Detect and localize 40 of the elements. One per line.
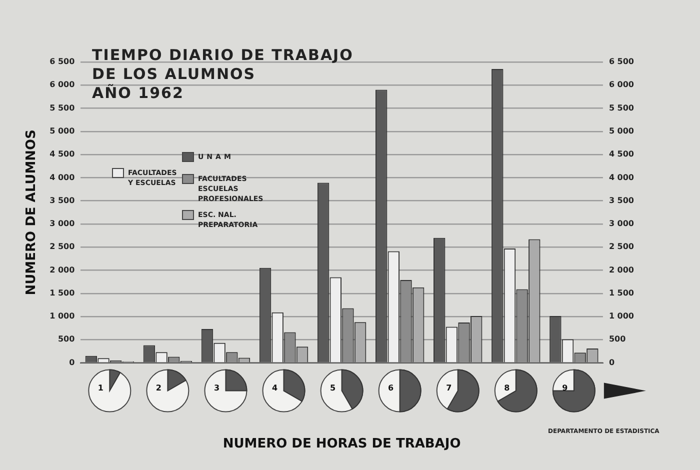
x-tick-label: 9 — [562, 384, 568, 393]
y-tick-label: 4 000 — [50, 172, 76, 182]
y2-tick-label: 4 500 — [608, 150, 634, 159]
y-tick-label: 2 500 — [50, 242, 76, 252]
x-tick-label: 4 — [272, 384, 278, 393]
y2-tick-label: 5 000 — [608, 126, 634, 136]
y-axis-title: NUMERO DE ALUMNOS — [24, 130, 40, 296]
x-tick-label: 2 — [156, 384, 162, 393]
y-tick-label: 500 — [58, 334, 76, 344]
x-tick-label: 3 — [214, 384, 220, 393]
x-tick-label: 5 — [330, 384, 336, 393]
y-tick-label: 2 000 — [50, 265, 76, 274]
y-tick-label: 1 000 — [50, 312, 76, 321]
chart-title: TIEMPO DIARIO DE TRABAJO DE LOS ALUMNOS AÑO 1962 — [92, 46, 354, 103]
y2-tick-label: 6 500 — [608, 57, 634, 66]
y2-tick-label: 500 — [608, 334, 626, 344]
y2-tick-label: 4 000 — [608, 172, 634, 182]
y-tick-label: 0 — [69, 358, 76, 367]
y-tick-label: 1 500 — [50, 288, 76, 298]
x-tick-label: 6 — [388, 384, 394, 393]
x-axis-title: NUMERO DE HORAS DE TRABAJO — [222, 436, 461, 452]
y2-tick-label: 1 500 — [608, 288, 634, 298]
y-tick-label: 6 000 — [50, 80, 76, 90]
y-tick-label: 3 500 — [50, 196, 76, 205]
y2-tick-label: 6 000 — [608, 80, 634, 90]
y2-tick-label: 0 — [608, 358, 615, 367]
y2-tick-label: 3 000 — [608, 219, 634, 228]
y-tick-label: 6 500 — [50, 57, 76, 66]
y2-tick-label: 2 000 — [608, 265, 634, 274]
y2-tick-label: 3 500 — [608, 196, 634, 205]
x-tick-label: 7 — [446, 384, 452, 393]
y2-tick-label: 5 500 — [608, 103, 634, 112]
y-tick-label: 5 500 — [50, 103, 76, 112]
x-tick-label: 8 — [504, 384, 510, 393]
y2-tick-label: 2 500 — [608, 242, 634, 252]
y-tick-label: 5 000 — [50, 126, 76, 136]
y2-tick-label: 1 000 — [608, 312, 634, 321]
y-tick-label: 4 500 — [50, 150, 76, 159]
y-tick-label: 3 000 — [50, 219, 76, 228]
x-tick-label: 1 — [98, 384, 104, 393]
